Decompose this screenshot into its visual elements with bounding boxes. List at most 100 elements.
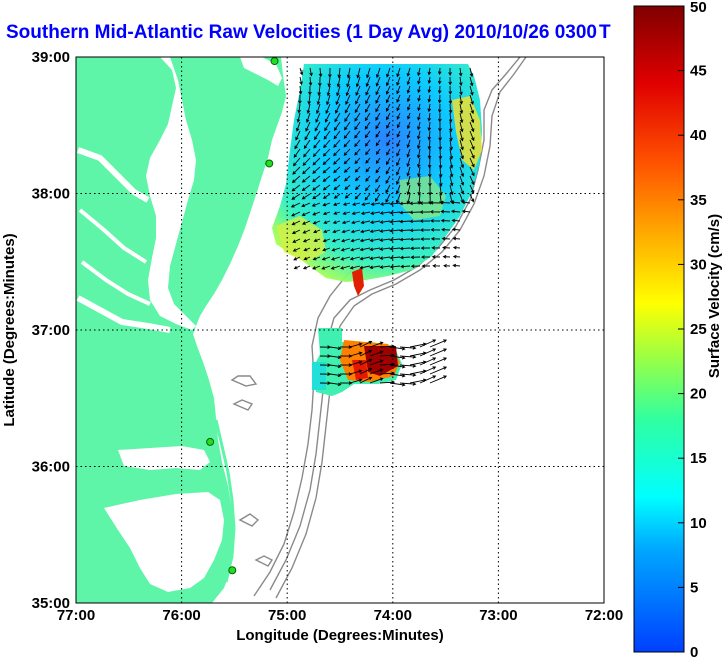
velocity-arrow bbox=[346, 76, 351, 88]
velocity-arrow bbox=[386, 139, 391, 147]
velocity-arrow bbox=[359, 340, 373, 348]
velocity-arrow bbox=[354, 184, 361, 191]
velocity-arrow bbox=[369, 377, 384, 384]
velocity-arrow bbox=[469, 121, 475, 133]
velocity-arrow bbox=[351, 220, 361, 225]
radar-station-marker bbox=[206, 437, 215, 446]
velocity-arrow bbox=[327, 76, 332, 88]
velocity-arrow bbox=[302, 265, 311, 270]
velocity-arrow bbox=[409, 219, 421, 224]
velocity-arrow bbox=[326, 94, 331, 106]
velocity-arrow bbox=[298, 94, 302, 105]
velocity-arrow bbox=[459, 139, 464, 151]
velocity-arrow bbox=[459, 130, 464, 142]
velocity-arrow bbox=[303, 247, 311, 252]
velocity-arrow bbox=[355, 85, 361, 97]
velocity-arrow bbox=[417, 166, 421, 178]
velocity-arrow bbox=[399, 246, 411, 251]
velocity-arrow bbox=[342, 211, 351, 215]
velocity-arrow bbox=[417, 76, 421, 85]
velocity-arrow bbox=[419, 228, 431, 232]
velocity-arrow bbox=[379, 229, 391, 233]
velocity-arrow bbox=[396, 76, 401, 86]
river-james bbox=[76, 295, 171, 333]
velocity-arrow bbox=[322, 157, 331, 166]
velocity-arrow bbox=[369, 359, 384, 366]
velocity-arrow bbox=[334, 112, 341, 123]
velocity-arrow bbox=[379, 202, 391, 206]
velocity-arrow bbox=[429, 200, 441, 205]
velocity-arrow bbox=[429, 209, 441, 214]
velocity-arrow bbox=[438, 112, 442, 123]
velocity-arrow bbox=[324, 112, 331, 123]
velocity-arrow bbox=[469, 175, 475, 186]
velocity-arrow bbox=[459, 85, 463, 96]
velocity-arrow bbox=[406, 175, 411, 186]
velocity-arrow bbox=[354, 121, 361, 131]
colorbar-tick-label: 0 bbox=[690, 644, 698, 659]
velocity-arrow bbox=[291, 211, 301, 217]
velocity-arrow bbox=[419, 201, 431, 205]
velocity-arrow bbox=[379, 265, 391, 269]
velocity-arrow bbox=[406, 157, 411, 168]
velocity-arrow bbox=[369, 229, 381, 234]
velocity-arrow bbox=[437, 94, 442, 104]
velocity-arrow bbox=[427, 112, 432, 122]
velocity-arrow bbox=[438, 148, 443, 160]
velocity-arrow bbox=[365, 103, 371, 113]
velocity-arrow bbox=[429, 339, 448, 348]
velocity-arrow bbox=[361, 202, 371, 206]
radar-station-marker bbox=[228, 566, 237, 575]
colorbar-tick-label: 20 bbox=[690, 386, 707, 403]
velocity-arrow bbox=[322, 202, 331, 207]
velocity-arrow bbox=[409, 237, 421, 242]
velocity-arrow bbox=[292, 238, 301, 243]
velocity-arrow bbox=[389, 264, 401, 269]
velocity-arrow bbox=[375, 139, 381, 147]
velocity-arrow bbox=[360, 229, 371, 234]
y-axis-label: Latitude (Degrees:Minutes) bbox=[1, 233, 18, 426]
radar-station-marker bbox=[270, 57, 279, 66]
velocity-arrow bbox=[301, 220, 311, 225]
velocity-arrow bbox=[301, 202, 311, 208]
velocity-arrow bbox=[437, 103, 442, 114]
velocity-arrow bbox=[448, 94, 453, 105]
velocity-arrow bbox=[459, 112, 464, 124]
velocity-arrow bbox=[420, 237, 431, 241]
velocity-arrow bbox=[459, 157, 465, 169]
velocity-arrow bbox=[448, 103, 453, 114]
albemarle-sound bbox=[118, 446, 210, 470]
velocity-arrow bbox=[333, 202, 341, 206]
velocity-arrow bbox=[448, 121, 453, 133]
velocity-arrow bbox=[406, 85, 411, 94]
velocity-arrow bbox=[292, 166, 301, 175]
velocity-arrow bbox=[352, 202, 361, 206]
velocity-arrow bbox=[469, 130, 475, 142]
velocity-arrow bbox=[365, 148, 371, 156]
velocity-arrow bbox=[429, 366, 448, 375]
velocity-arrow bbox=[334, 121, 341, 131]
velocity-arrow bbox=[321, 265, 331, 270]
velocity-arrow bbox=[349, 369, 363, 375]
velocity-arrow bbox=[469, 184, 475, 194]
velocity-arrow bbox=[430, 228, 441, 232]
radar-station-marker bbox=[265, 159, 274, 168]
velocity-arrow bbox=[330, 265, 341, 270]
velocity-arrow bbox=[312, 157, 321, 166]
velocity-arrow bbox=[396, 121, 401, 129]
velocity-arrow bbox=[323, 139, 331, 149]
velocity-arrow bbox=[386, 121, 391, 129]
velocity-arrow bbox=[321, 256, 331, 261]
velocity-arrow bbox=[369, 341, 384, 348]
velocity-arrow bbox=[469, 94, 474, 105]
velocity-arrow bbox=[469, 112, 475, 124]
velocity-arrows bbox=[290, 67, 475, 387]
velocity-arrow bbox=[449, 166, 454, 178]
velocity-arrow bbox=[302, 166, 311, 175]
velocity-field-south-pixel bbox=[312, 362, 326, 390]
velocity-arrow bbox=[359, 367, 373, 375]
velocity-arrow bbox=[308, 76, 313, 87]
velocity-arrow bbox=[385, 103, 391, 112]
velocity-arrow bbox=[396, 103, 401, 112]
